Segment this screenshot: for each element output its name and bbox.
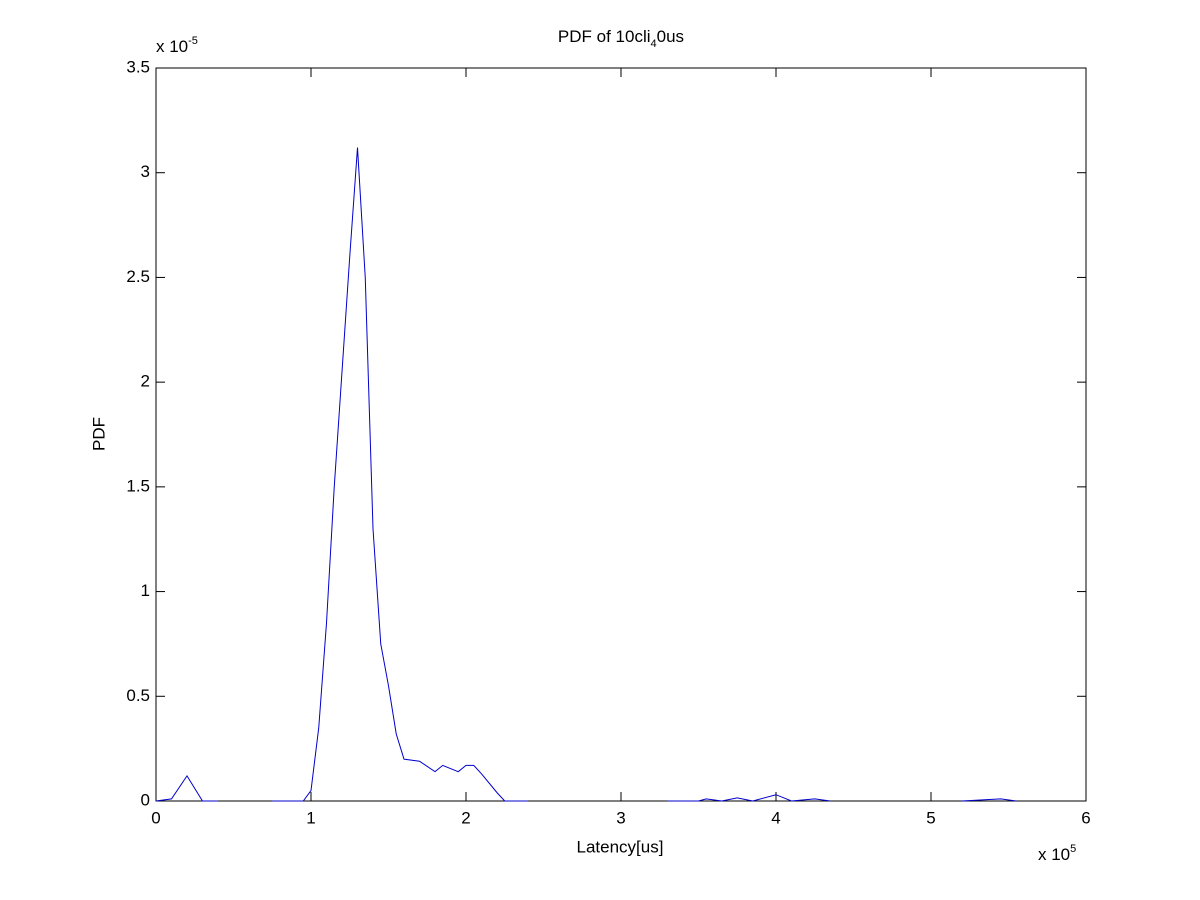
x-tick-label: 2 [461, 808, 470, 827]
multiplier-base: x 10 [1038, 845, 1070, 864]
y-tick-label: 2.5 [126, 267, 150, 286]
multiplier-exponent: 5 [1070, 843, 1076, 855]
title-subscript: 4 [651, 38, 657, 50]
x-tick-label: 1 [306, 808, 315, 827]
title-part: 0us [657, 27, 684, 46]
plot-frame [155, 67, 1087, 802]
multiplier-exponent: -5 [188, 35, 198, 47]
data-line [155, 147, 1017, 802]
y-multiplier: x 10-5 [156, 35, 198, 57]
y-tick-label: 2 [141, 372, 150, 391]
x-tick-label: 4 [771, 808, 780, 827]
multiplier-base: x 10 [156, 37, 188, 56]
y-tick-label: 0.5 [126, 686, 150, 705]
x-multiplier: x 105 [1038, 843, 1076, 865]
y-tick-label: 1.5 [126, 476, 150, 495]
x-tick-label: 3 [616, 808, 625, 827]
x-axis-label: Latency[us] [577, 837, 664, 856]
y-axis-label: PDF [89, 417, 108, 451]
x-tick-label: 5 [926, 808, 935, 827]
y-tick-label: 3.5 [126, 57, 150, 76]
y-tick-label: 3 [141, 162, 150, 181]
x-tick-label: 6 [1081, 808, 1090, 827]
y-tick-label: 0 [141, 790, 150, 809]
x-tick-label: 0 [151, 808, 160, 827]
title-part: PDF of 10cli [558, 27, 651, 46]
y-tick-label: 1 [141, 581, 150, 600]
chart-title: PDF of 10cli40us [558, 27, 684, 49]
